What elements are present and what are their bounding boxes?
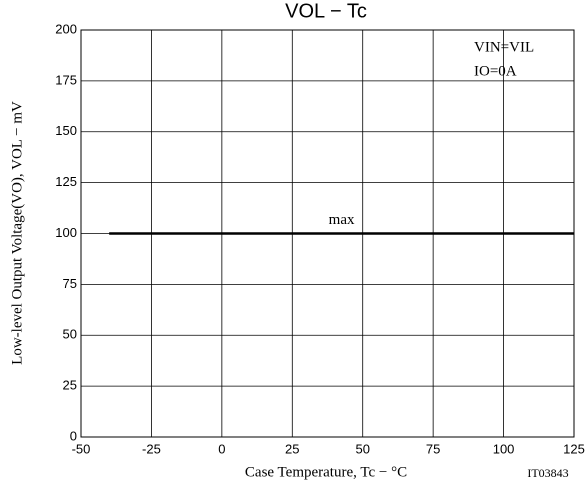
x-tick-label: 100 bbox=[493, 441, 515, 456]
y-tick-label: 175 bbox=[55, 72, 77, 87]
chart-title: VOL − Tc bbox=[285, 0, 367, 22]
y-tick-label: 150 bbox=[55, 123, 77, 138]
y-tick-label: 25 bbox=[63, 378, 77, 393]
y-tick-label: 125 bbox=[55, 174, 77, 189]
legend-label: max bbox=[329, 212, 355, 228]
figure-code: IT03843 bbox=[527, 466, 568, 480]
y-tick-label: 0 bbox=[70, 428, 77, 443]
x-tick-label: -25 bbox=[142, 441, 161, 456]
y-tick-label: 100 bbox=[55, 225, 77, 240]
x-tick-label: 75 bbox=[426, 441, 440, 456]
y-axis-label: Low-level Output Voltage(VO), VOL − mV bbox=[9, 101, 25, 365]
x-axis-label: Case Temperature, Tc − °C bbox=[245, 464, 407, 480]
y-tick-label: 50 bbox=[63, 327, 77, 342]
annotation: IO=0A bbox=[474, 63, 517, 79]
x-tick-label: 125 bbox=[563, 441, 585, 456]
x-tick-label: 50 bbox=[355, 441, 369, 456]
y-tick-label: 75 bbox=[63, 276, 77, 291]
x-tick-label: 0 bbox=[218, 441, 225, 456]
annotation: VIN=VIL bbox=[474, 39, 534, 55]
x-tick-label: -50 bbox=[72, 441, 91, 456]
y-tick-label: 200 bbox=[55, 21, 77, 36]
x-tick-label: 25 bbox=[285, 441, 299, 456]
